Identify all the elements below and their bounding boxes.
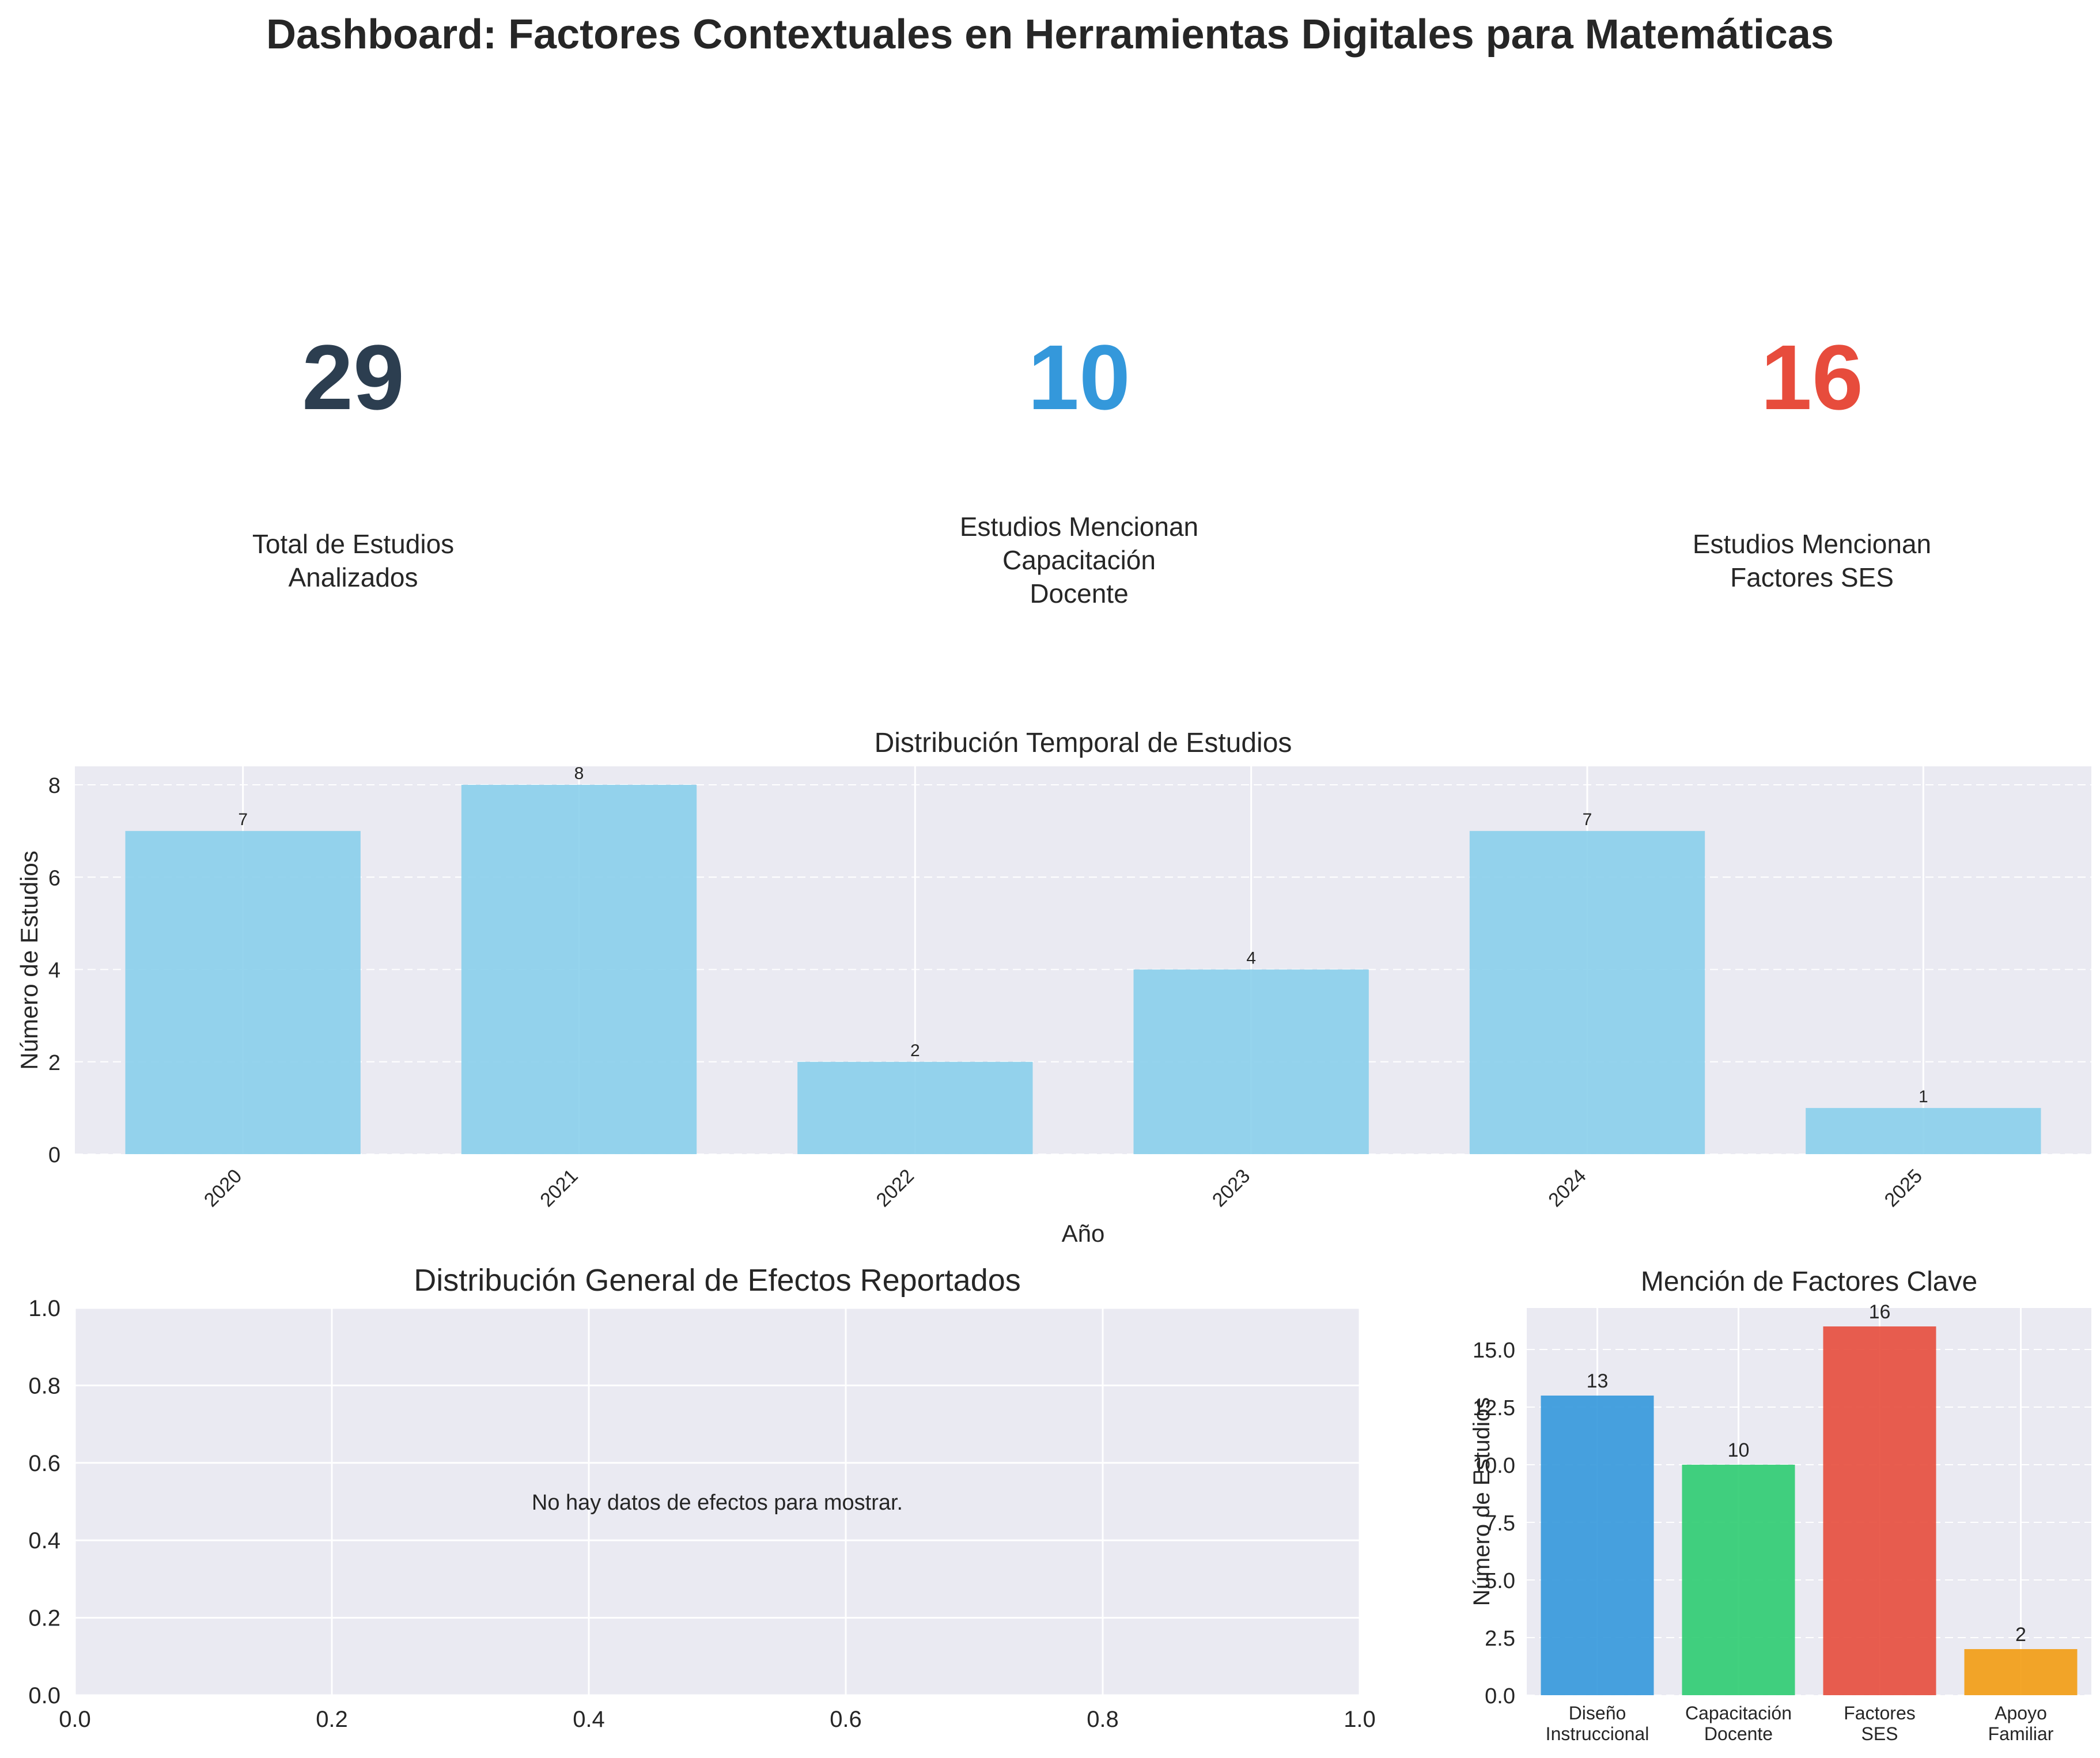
bar-factor-1 — [1682, 1465, 1795, 1695]
x-tick-label: 0.6 — [830, 1707, 862, 1732]
kpi-label: Estudios Mencionan Factores SES — [1692, 529, 1932, 592]
y-tick-label: 0 — [48, 1143, 60, 1167]
dashboard-title: Dashboard: Factores Contextuales en Herr… — [266, 12, 1834, 58]
plot-area — [75, 1308, 1360, 1695]
x-tick-label: Factores SES — [1844, 1703, 1915, 1744]
y-tick-label: 6 — [48, 866, 60, 890]
kpi-total-studies: 29 Total de Estudios Analizados — [94, 331, 612, 594]
y-tick-label: 15.0 — [1473, 1339, 1515, 1363]
chart-title: Distribución General de Efectos Reportad… — [414, 1263, 1021, 1298]
kpi-value: 29 — [302, 326, 404, 429]
y-tick-label: 4 — [48, 959, 60, 983]
data-label: 1 — [1919, 1087, 1928, 1106]
y-tick-label: 1.0 — [28, 1296, 60, 1321]
chart-title: Distribución Temporal de Estudios — [875, 728, 1292, 758]
data-label: 2 — [910, 1041, 920, 1060]
chart-title: Mención de Factores Clave — [1641, 1266, 1977, 1297]
kpi-label: Estudios Mencionan Capacitación Docente — [959, 512, 1199, 608]
data-label: 2 — [2015, 1624, 2026, 1646]
y-tick-label: 2.5 — [1485, 1627, 1515, 1651]
kpi-teacher-training: 10 Estudios Mencionan Capacitación Docente — [820, 331, 1338, 610]
bar-2020 — [125, 831, 361, 1154]
y-tick-label: 8 — [48, 774, 60, 798]
x-tick-label: 1.0 — [1344, 1707, 1376, 1732]
no-data-message: No hay datos de efectos para mostrar. — [532, 1491, 903, 1515]
bar-2021 — [461, 785, 697, 1154]
x-axis-label: Año — [1062, 1220, 1105, 1247]
bar-factor-0 — [1541, 1396, 1654, 1695]
y-tick-label: 0.8 — [28, 1373, 60, 1398]
bar-2024 — [1469, 831, 1705, 1154]
kpi-value: 10 — [1028, 326, 1130, 429]
bar-2023 — [1133, 969, 1369, 1154]
bar-2022 — [797, 1061, 1033, 1154]
x-tick-label: Capacitación Docente — [1685, 1703, 1792, 1744]
kpi-label: Total de Estudios Analizados — [252, 529, 455, 592]
y-tick-label: 0.4 — [28, 1528, 60, 1553]
y-tick-label: 0.6 — [28, 1451, 60, 1476]
y-tick-label: 10.0 — [1473, 1454, 1515, 1478]
x-tick-label: 0.2 — [316, 1707, 348, 1732]
data-label: 7 — [1583, 810, 1592, 829]
y-tick-label: 7.5 — [1485, 1511, 1515, 1536]
y-axis-label: Número de Estudios — [16, 850, 43, 1070]
data-label: 13 — [1587, 1370, 1609, 1392]
plot-area — [75, 766, 2091, 1154]
y-tick-label: 5.0 — [1485, 1569, 1515, 1593]
y-tick-label: 0.2 — [28, 1606, 60, 1631]
x-tick-label: 0.4 — [573, 1707, 605, 1732]
bar-factor-2 — [1823, 1326, 1936, 1695]
kpi-value: 16 — [1761, 326, 1863, 429]
kpi-ses-factors: 16 Estudios Mencionan Factores SES — [1553, 331, 2071, 594]
bar-factor-3 — [1964, 1649, 2078, 1695]
data-label: 10 — [1728, 1439, 1750, 1461]
y-tick-label: 2 — [48, 1051, 60, 1075]
data-label: 8 — [574, 764, 584, 783]
y-tick-label: 0.0 — [28, 1683, 60, 1708]
data-label: 16 — [1869, 1301, 1891, 1323]
x-tick-label: 0.0 — [59, 1707, 91, 1732]
x-tick-label: 0.8 — [1087, 1707, 1119, 1732]
y-tick-label: 12.5 — [1473, 1396, 1515, 1420]
x-tick-label: Apoyo Familiar — [1988, 1703, 2054, 1744]
bar-2025 — [1806, 1107, 2041, 1154]
y-tick-label: 0.0 — [1485, 1684, 1515, 1708]
x-tick-label: Diseño Instruccional — [1546, 1703, 1649, 1744]
data-label: 4 — [1246, 949, 1256, 968]
data-label: 7 — [238, 810, 248, 829]
y-axis-label: Número de Estudios — [1469, 1397, 1494, 1606]
